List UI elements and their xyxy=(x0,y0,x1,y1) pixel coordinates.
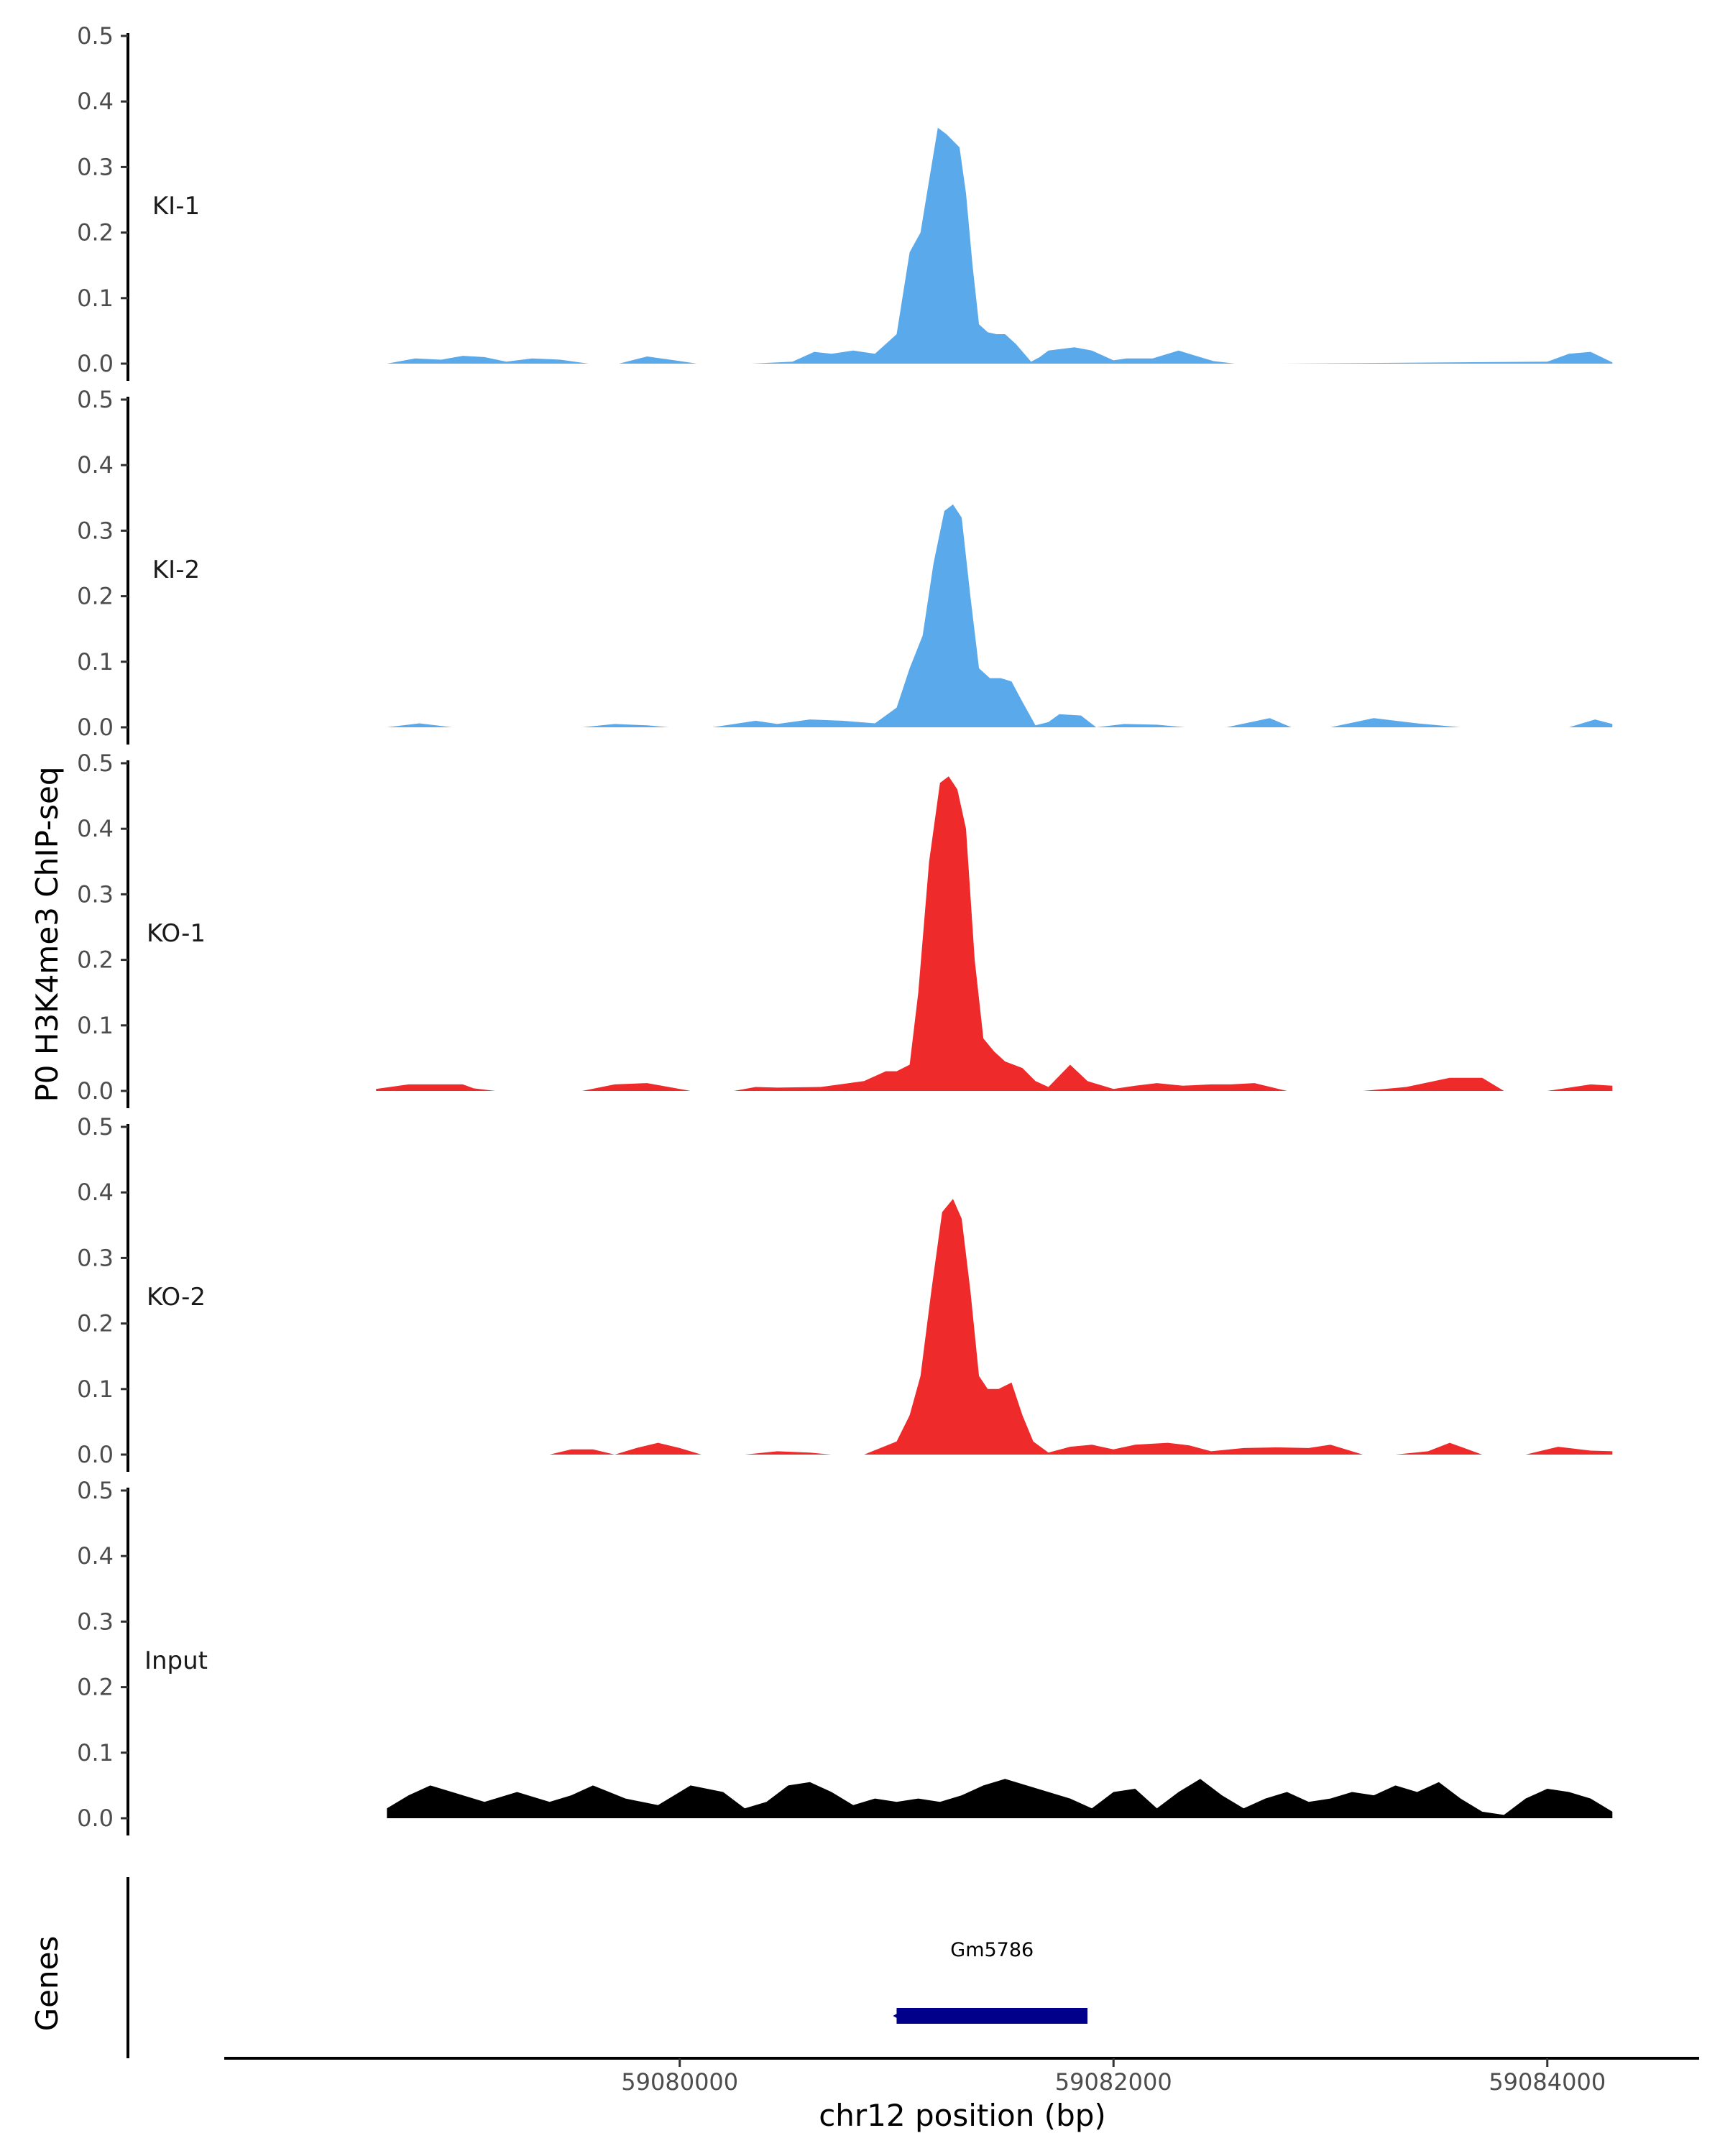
gene-track-title: Genes xyxy=(29,1936,65,2032)
y-tick-label: 0.3 xyxy=(77,880,114,908)
y-tick-label: 0.4 xyxy=(77,1179,114,1206)
track-label: Input xyxy=(144,1646,208,1675)
y-tick-label: 0.5 xyxy=(77,1113,114,1141)
y-tick-label: 0.5 xyxy=(77,386,114,413)
gene-name: Gm5786 xyxy=(950,1939,1034,1961)
y-tick-label: 0.0 xyxy=(77,1805,114,1832)
track-label: KO-1 xyxy=(147,919,206,948)
track-label: KI-2 xyxy=(152,556,200,584)
y-tick-label: 0.2 xyxy=(77,219,114,247)
coverage-area xyxy=(387,1779,1613,1818)
x-axis: 59080000 59082000 59084000 xyxy=(224,2057,1699,2096)
x-tick-label: 59082000 xyxy=(1055,2068,1172,2096)
y-tick-label: 0.2 xyxy=(77,946,114,974)
y-tick-label: 0.1 xyxy=(77,648,114,676)
y-tick-label: 0.5 xyxy=(77,22,114,50)
coverage-area xyxy=(549,1199,1613,1455)
x-tick-label: 59084000 xyxy=(1489,2068,1606,2096)
y-tick-label: 0.2 xyxy=(77,1310,114,1337)
y-axis-title: P0 H3K4me3 ChIP-seq xyxy=(29,766,65,1102)
y-tick-label: 0.0 xyxy=(77,1077,114,1105)
track-input: 0.0 0.1 0.2 0.3 0.4 0.5 Input xyxy=(77,1477,1613,1835)
y-tick-label: 0.4 xyxy=(77,451,114,479)
gene-body xyxy=(896,2008,1088,2024)
y-tick-label: 0.0 xyxy=(77,350,114,377)
y-tick-label: 0.5 xyxy=(77,750,114,777)
y-tick-label: 0.4 xyxy=(77,815,114,842)
track-ki-2: 0.0 0.1 0.2 0.3 0.4 0.5 KI-2 xyxy=(77,386,1613,745)
y-tick-label: 0.0 xyxy=(77,714,114,741)
track-ki-1: 0.0 0.1 0.2 0.3 0.4 0.5 KI-1 xyxy=(77,22,1613,381)
track-ko-2: 0.0 0.1 0.2 0.3 0.4 0.5 KO-2 xyxy=(77,1113,1613,1472)
x-tick-label: 59080000 xyxy=(621,2068,738,2096)
y-tick-label: 0.0 xyxy=(77,1441,114,1468)
coverage-area xyxy=(387,127,1613,364)
y-tick-label: 0.3 xyxy=(77,517,114,544)
track-label: KI-1 xyxy=(152,192,200,221)
coverage-area xyxy=(387,504,1613,727)
y-tick-label: 0.1 xyxy=(77,1376,114,1403)
x-axis-title: chr12 position (bp) xyxy=(819,2098,1106,2133)
track-label: KO-2 xyxy=(147,1283,206,1312)
coverage-tracks: 0.0 0.1 0.2 0.3 0.4 0.5 KI-1 0.0 0.1 0.2 0.3 0.4 0.5… xyxy=(77,22,1613,1835)
y-tick-label: 0.2 xyxy=(77,583,114,610)
y-tick-label: 0.1 xyxy=(77,1739,114,1766)
y-tick-label: 0.4 xyxy=(77,88,114,115)
track-ko-1: 0.0 0.1 0.2 0.3 0.4 0.5 KO-1 xyxy=(77,750,1613,1108)
y-tick-label: 0.4 xyxy=(77,1542,114,1570)
strand-arrow-icon xyxy=(893,2008,908,2024)
coverage-area xyxy=(376,776,1613,1091)
y-tick-label: 0.1 xyxy=(77,285,114,312)
y-tick-label: 0.5 xyxy=(77,1477,114,1504)
y-tick-label: 0.1 xyxy=(77,1012,114,1039)
gene-track: Gm5786 xyxy=(126,1877,1088,2058)
y-tick-label: 0.3 xyxy=(77,153,114,180)
y-tick-label: 0.3 xyxy=(77,1608,114,1635)
y-tick-label: 0.3 xyxy=(77,1244,114,1271)
y-tick-label: 0.2 xyxy=(77,1674,114,1701)
